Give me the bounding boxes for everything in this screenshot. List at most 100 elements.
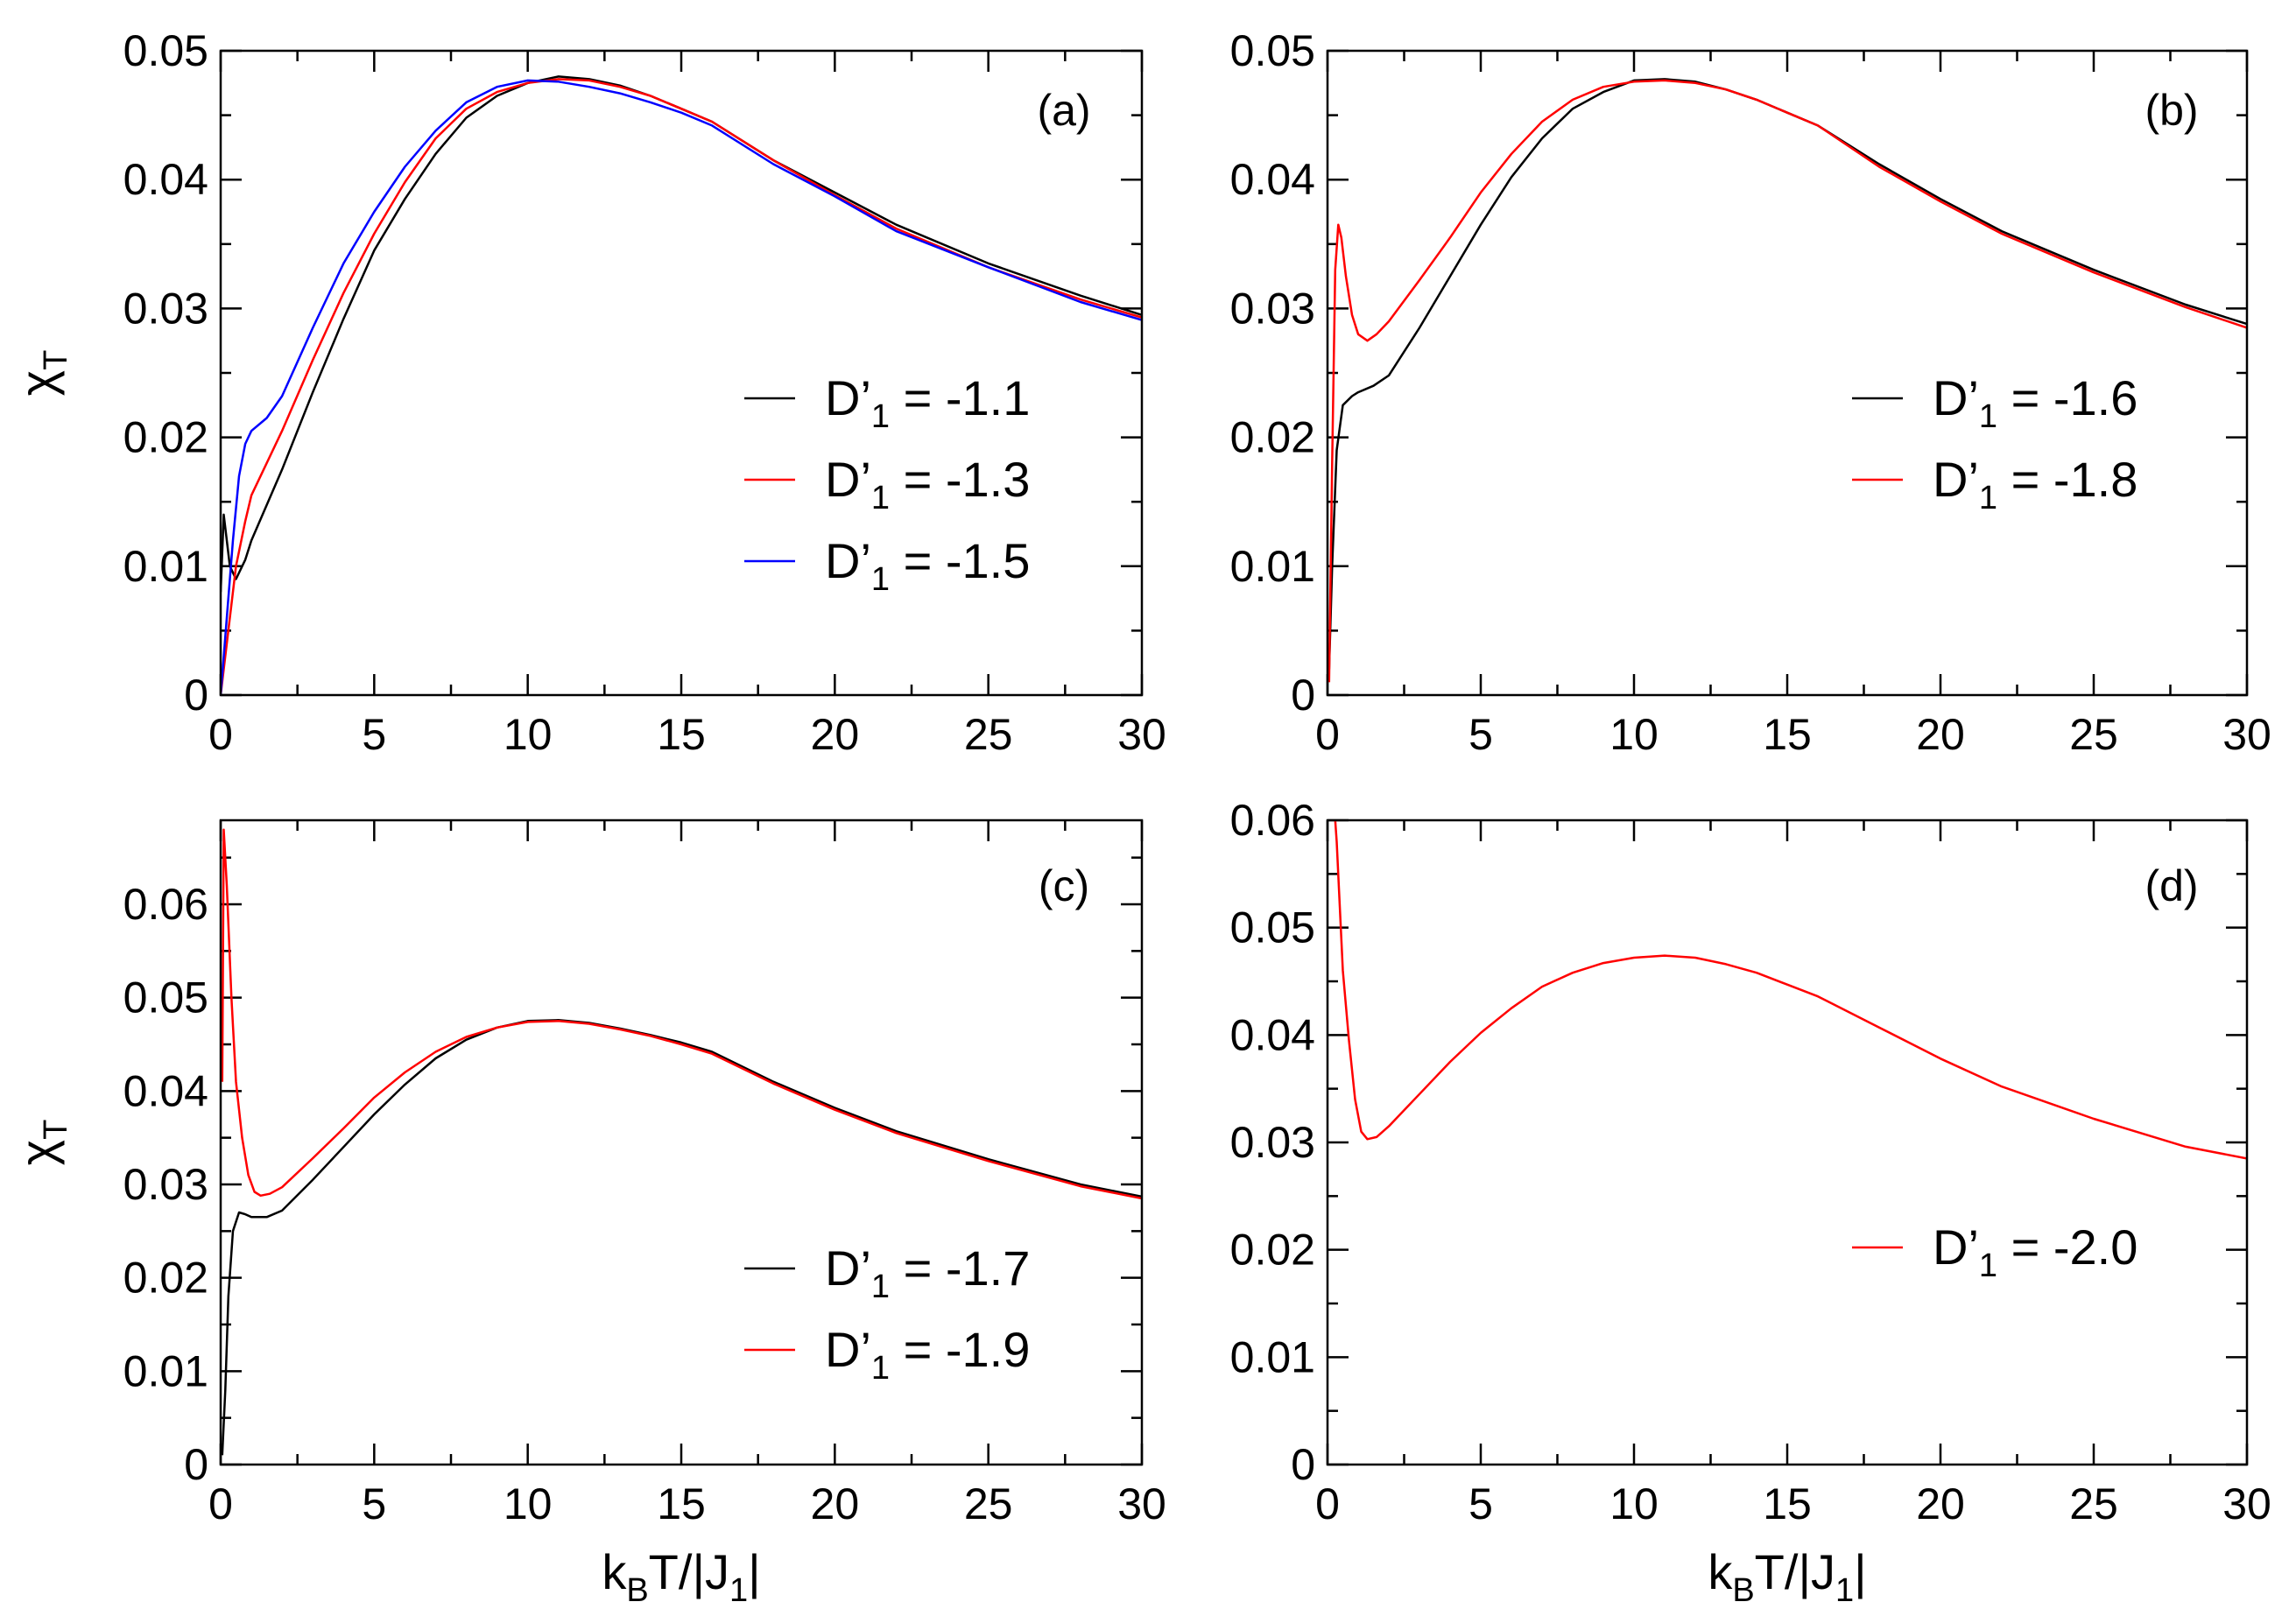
- legend-entry: D’1 = -1.9: [825, 1322, 1030, 1387]
- x-tick-label: 10: [504, 710, 553, 759]
- x-tick-label: 5: [362, 710, 386, 759]
- series-line: [1334, 820, 2247, 1160]
- y-tick-label: 0.01: [1230, 1332, 1315, 1381]
- legend-main: D’: [1933, 1219, 1979, 1275]
- x-tick-label: 20: [811, 1479, 860, 1528]
- y-tick-label: 0: [184, 1440, 208, 1489]
- y-tick-label: 0.02: [1230, 1226, 1315, 1275]
- x-tick-label: 0: [1315, 1479, 1340, 1528]
- panel-label: (a): [1037, 86, 1090, 135]
- legend-subscript: 1: [1979, 1247, 1997, 1284]
- x-tick-label: 20: [1916, 710, 1965, 759]
- x-tick-label: 15: [657, 1479, 706, 1528]
- legend-value: = -1.5: [890, 533, 1030, 588]
- legend-value: = -1.9: [890, 1322, 1030, 1377]
- x-title-part: T/|J: [1755, 1544, 1835, 1599]
- legend-subscript: 1: [871, 1268, 890, 1305]
- y-tick-label: 0.05: [123, 973, 208, 1022]
- y-title-main: χ: [10, 370, 65, 396]
- y-tick-label: 0.06: [123, 880, 208, 929]
- legend-main: D’: [825, 452, 871, 507]
- plot-frame: [219, 819, 1144, 1466]
- panel-label: (b): [2145, 86, 2198, 135]
- x-title-part: k: [602, 1544, 627, 1599]
- legend-main: D’: [825, 533, 871, 588]
- y-tick-label: 0.06: [1230, 796, 1315, 845]
- series-line: [221, 79, 1142, 695]
- x-tick-label: 5: [1468, 1479, 1493, 1528]
- y-tick-label: 0.02: [123, 413, 208, 462]
- x-tick-label: 15: [1763, 1479, 1812, 1528]
- y-tick-label: 0.03: [1230, 1118, 1315, 1167]
- legend-value: = -1.6: [1997, 370, 2138, 425]
- x-tick-label: 10: [504, 1479, 553, 1528]
- panel-label: (c): [1039, 861, 1089, 910]
- x-title-subscript: 1: [1835, 1572, 1854, 1609]
- x-title-subscript: B: [1732, 1572, 1754, 1609]
- plot-frame: [1326, 819, 2249, 1466]
- x-tick-label: 25: [2069, 1479, 2118, 1528]
- y-title-subscript: T: [38, 350, 74, 370]
- y-tick-label: 0: [184, 671, 208, 720]
- y-tick-label: 0.04: [123, 155, 208, 204]
- x-tick-label: 25: [964, 1479, 1013, 1528]
- x-tick-label: 10: [1609, 1479, 1659, 1528]
- series-line: [1328, 78, 2247, 670]
- x-title-part: k: [1708, 1544, 1733, 1599]
- x-tick-label: 15: [657, 710, 706, 759]
- x-title-subscript: 1: [729, 1572, 748, 1609]
- y-title-subscript: T: [38, 1120, 74, 1140]
- x-tick-label: 0: [208, 1479, 233, 1528]
- series-line: [221, 75, 1142, 593]
- x-tick-label: 5: [362, 1479, 386, 1528]
- x-title-subscript: B: [626, 1572, 648, 1609]
- y-tick-label: 0.03: [123, 284, 208, 333]
- y-tick-label: 0.02: [123, 1254, 208, 1303]
- legend-value: = -2.0: [1997, 1219, 2138, 1275]
- legend-entry: D’1 = -1.8: [1933, 452, 2138, 516]
- chart-panel-d: 0 5 10 15 20 25 30 0 0.01 0.02 0.03 0.04 0.05 0.06 (d)…: [1230, 796, 2271, 1609]
- y-tick-label: 0: [1291, 671, 1315, 720]
- x-tick-label: 30: [2222, 710, 2271, 759]
- y-tick-label: 0.01: [1230, 542, 1315, 591]
- series-line: [221, 1019, 1142, 1456]
- legend-entry: D’1 = -1.5: [825, 533, 1030, 598]
- x-title-part: T/|J: [649, 1544, 729, 1599]
- legend-main: D’: [825, 1240, 871, 1296]
- y-tick-label: 0.04: [123, 1066, 208, 1115]
- y-tick-label: 0.03: [1230, 284, 1315, 333]
- y-tick-label: 0.01: [123, 1346, 208, 1395]
- plot-frame: [219, 49, 1144, 697]
- legend-value: = -1.3: [890, 452, 1030, 507]
- x-axis-title: kBT/|J1|: [602, 1544, 760, 1609]
- legend-entry: D’1 = -1.7: [825, 1240, 1030, 1305]
- legend-entry: D’1 = -1.6: [1933, 370, 2138, 435]
- y-axis-title: χT: [10, 1120, 74, 1166]
- y-tick-label: 0.04: [1230, 155, 1315, 204]
- y-tick-label: 0.03: [123, 1160, 208, 1209]
- legend-subscript: 1: [1979, 480, 1997, 516]
- legend-subscript: 1: [871, 398, 890, 435]
- y-tick-label: 0.02: [1230, 413, 1315, 462]
- x-tick-label: 30: [2222, 1479, 2271, 1528]
- legend-subscript: 1: [871, 561, 890, 598]
- y-tick-label: 0.01: [123, 542, 208, 591]
- plot-frame: [1326, 49, 2249, 697]
- x-tick-label: 0: [1315, 710, 1340, 759]
- legend-subscript: 1: [871, 480, 890, 516]
- legend-value: = -1.7: [890, 1240, 1030, 1296]
- x-axis-title: kBT/|J1|: [1708, 1544, 1866, 1609]
- x-tick-label: 10: [1609, 710, 1659, 759]
- series-line: [1328, 79, 2247, 683]
- x-tick-label: 30: [1117, 710, 1166, 759]
- x-tick-label: 30: [1117, 1479, 1166, 1528]
- legend-main: D’: [1933, 370, 1979, 425]
- y-axis-title: χT: [10, 350, 74, 397]
- series-line: [221, 78, 1142, 695]
- y-title-main: χ: [10, 1140, 65, 1165]
- legend-entry: D’1 = -1.3: [825, 452, 1030, 516]
- x-tick-label: 20: [811, 710, 860, 759]
- legend-main: D’: [825, 1322, 871, 1377]
- legend-value: = -1.8: [1997, 452, 2138, 507]
